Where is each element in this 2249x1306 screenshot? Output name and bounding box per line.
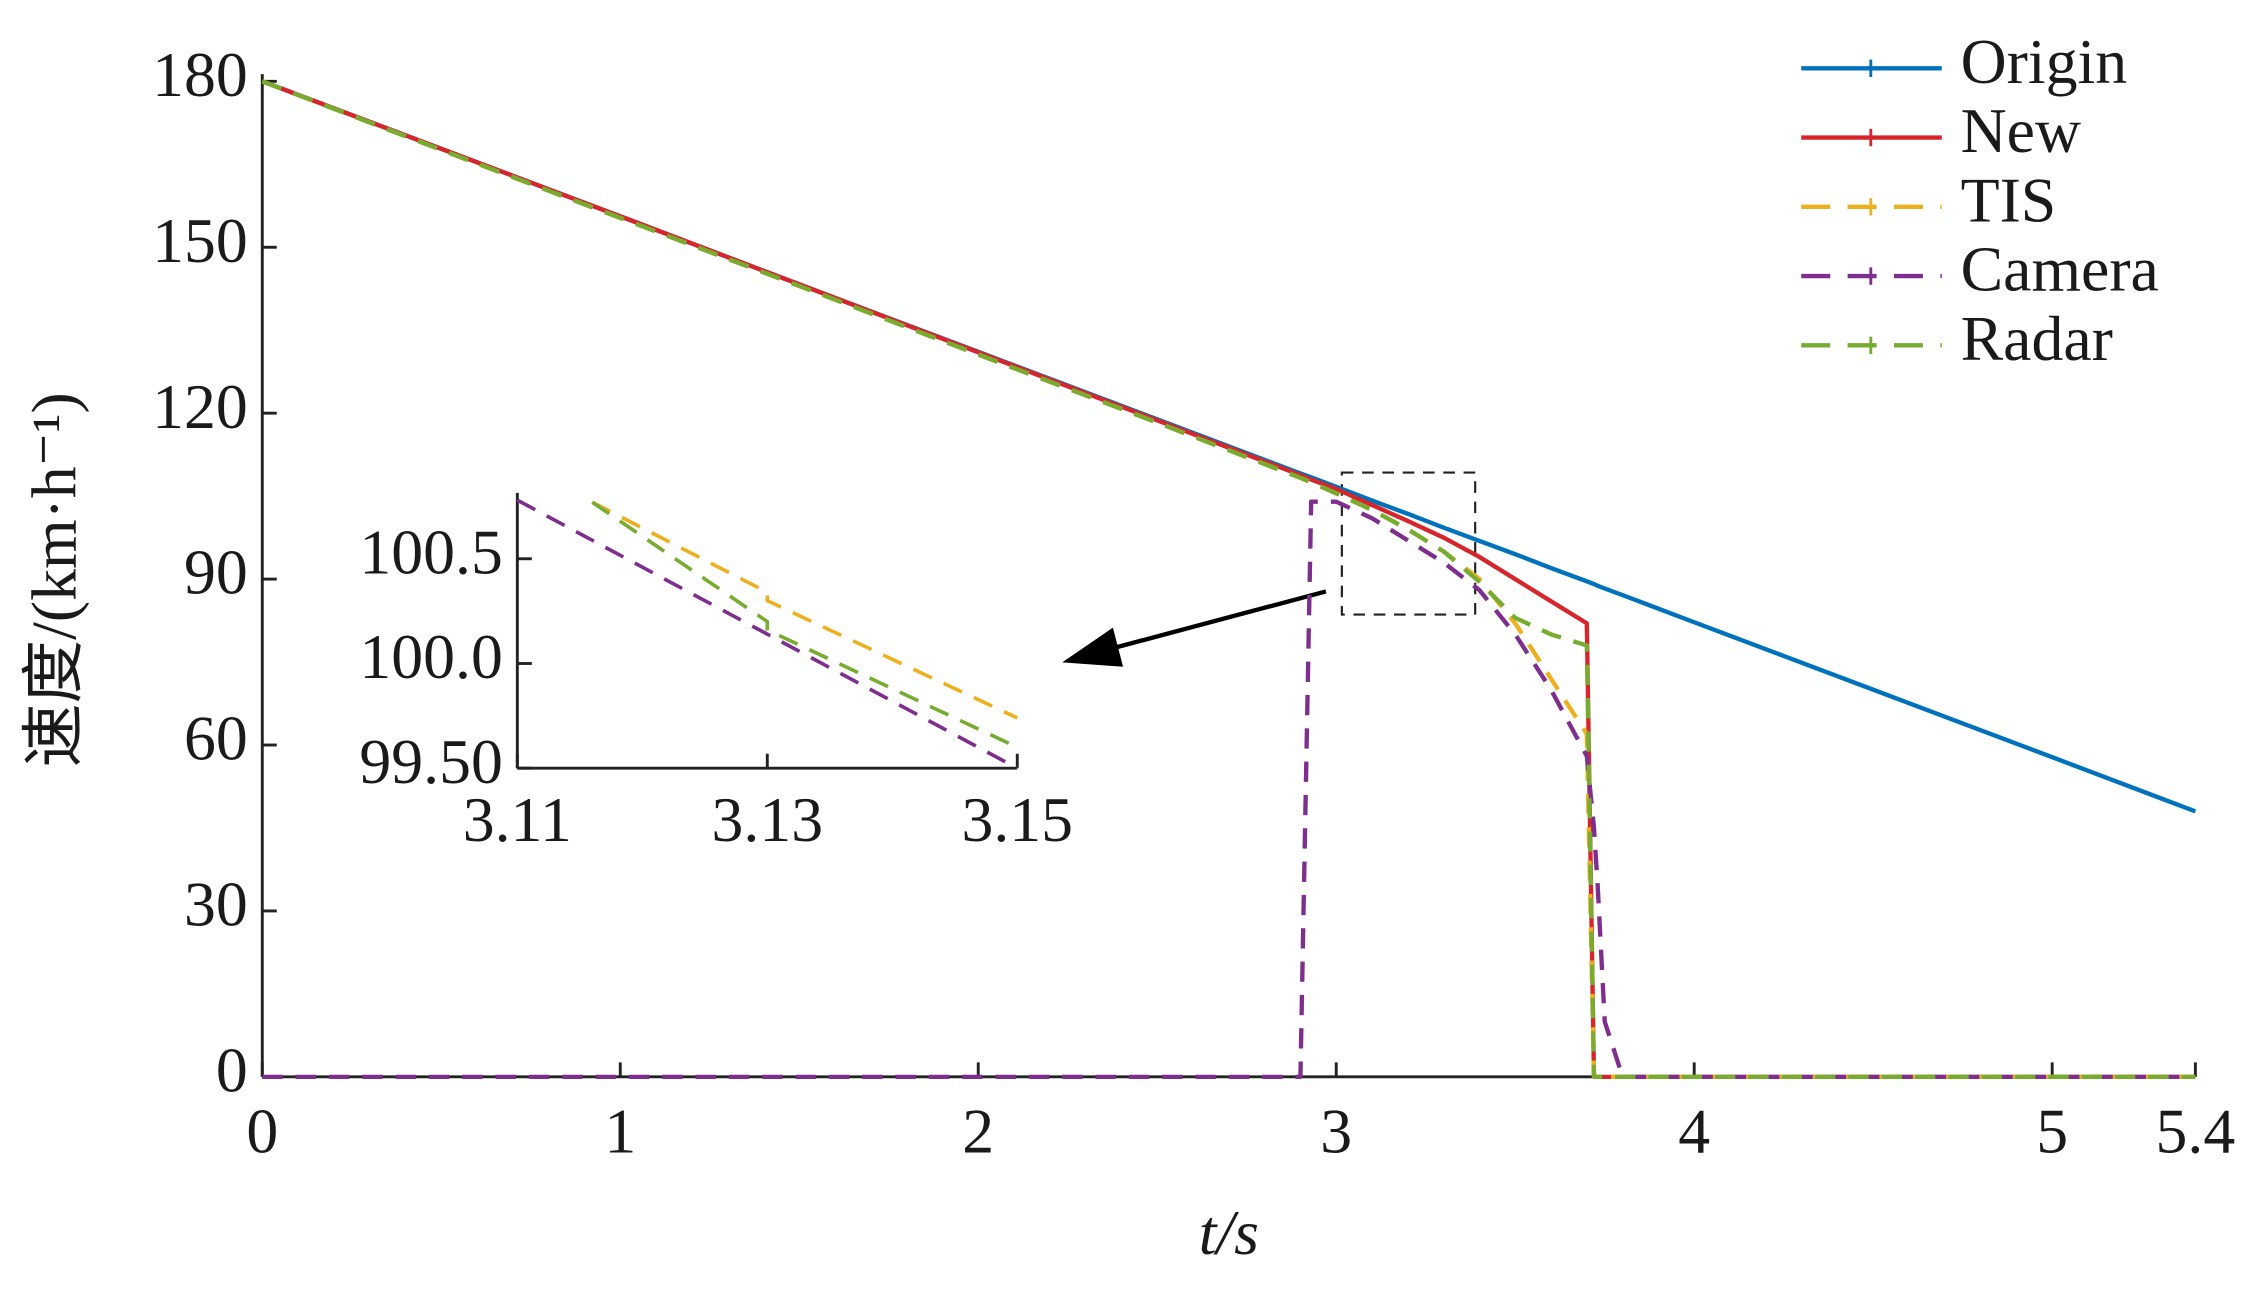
y-tick-label: 120: [152, 371, 248, 442]
x-tick-label: 5.4: [2156, 1095, 2236, 1166]
legend-label: New: [1961, 95, 2081, 166]
series-line: [591, 500, 1019, 749]
series-line: [261, 79, 2196, 1080]
y-tick-label: 180: [152, 39, 248, 110]
zoom-arrow: [1107, 589, 1327, 652]
series-line: [591, 500, 1019, 720]
series-line: [261, 79, 2196, 1080]
y-tick-label: 150: [152, 205, 248, 276]
legend-label: Radar: [1961, 303, 2113, 374]
y-tick-label: 30: [184, 869, 248, 940]
legend-label: Camera: [1961, 234, 2159, 305]
y-tick-label: 100.5: [359, 516, 502, 587]
x-tick-label: 3.13: [712, 784, 824, 855]
y-axis-label: 速度/(km·h⁻¹): [18, 392, 89, 767]
x-tick-label: 3.15: [961, 784, 1073, 855]
y-tick-label: 90: [184, 537, 248, 608]
x-tick-label: 3.11: [463, 784, 572, 855]
x-tick-label: 0: [246, 1095, 278, 1166]
y-tick-label: 0: [216, 1034, 248, 1105]
x-tick-label: 4: [1678, 1095, 1710, 1166]
series-line: [261, 79, 2196, 1080]
x-tick-label: 5: [2036, 1095, 2068, 1166]
series-line: [516, 498, 1019, 770]
x-tick-label: 3: [1320, 1095, 1352, 1166]
zoom-box: [1340, 471, 1477, 616]
y-tick-label: 99.50: [359, 726, 502, 797]
y-tick-label: 60: [184, 703, 248, 774]
zoom-arrow-head: [1062, 627, 1124, 667]
x-tick-label: 2: [962, 1095, 994, 1166]
legend-label: TIS: [1961, 164, 2057, 235]
x-tick-label: 1: [604, 1095, 636, 1166]
legend-label: Origin: [1961, 26, 2127, 97]
y-tick-label: 100.0: [359, 621, 502, 692]
x-axis-label: t/s: [1199, 1197, 1259, 1268]
